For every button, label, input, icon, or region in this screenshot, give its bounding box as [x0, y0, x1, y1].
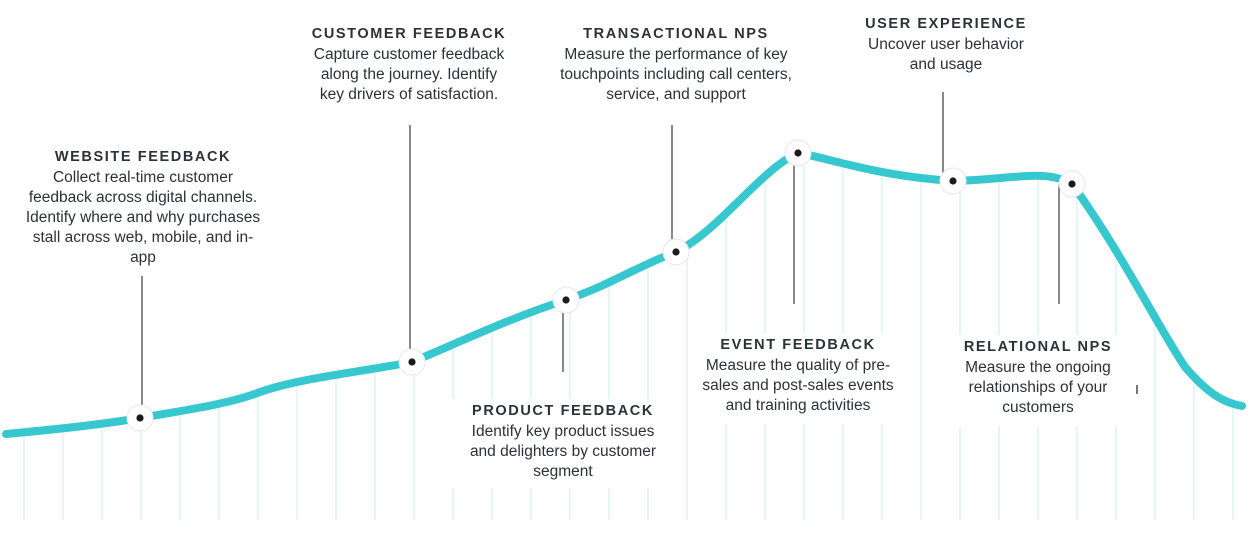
stage-title: TRANSACTIONAL NPS	[583, 26, 769, 42]
journey-node	[1058, 170, 1086, 198]
stage-description: Capture customer feedback along the jour…	[313, 46, 505, 103]
stage-website-feedback: WEBSITE FEEDBACK Collect real-time custo…	[12, 147, 274, 268]
journey-node	[126, 404, 154, 432]
nodes	[126, 139, 1086, 432]
stage-event-feedback: EVENT FEEDBACK Measure the quality of pr…	[688, 333, 908, 424]
node-dot	[949, 177, 957, 185]
stage-description: Measure the quality of pre- sales and po…	[702, 357, 894, 414]
stage-relational-nps: RELATIONAL NPS Measure the ongoing relat…	[942, 335, 1134, 426]
journey-node	[552, 286, 580, 314]
stage-title: PRODUCT FEEDBACK	[472, 403, 654, 419]
stage-user-experience: USER EXPERIENCE Uncover user behavior an…	[846, 14, 1046, 75]
stage-description: Identify key product issues and delighte…	[469, 423, 657, 480]
stage-title: EVENT FEEDBACK	[720, 337, 876, 353]
stage-description: Uncover user behavior and usage	[868, 36, 1024, 73]
node-dot	[672, 248, 680, 256]
stage-title: WEBSITE FEEDBACK	[54, 149, 232, 165]
node-dot	[794, 149, 802, 157]
stage-title: USER EXPERIENCE	[865, 16, 1027, 32]
journey-node	[398, 348, 426, 376]
journey-node	[784, 139, 812, 167]
stage-customer-feedback: CUSTOMER FEEDBACK Capture customer feedb…	[298, 24, 520, 105]
leader-lines	[141, 92, 1138, 418]
stage-transactional-nps: TRANSACTIONAL NPS Measure the performanc…	[540, 24, 812, 105]
node-dot	[408, 358, 416, 366]
stage-product-feedback: PRODUCT FEEDBACK Identify key product is…	[452, 399, 674, 488]
journey-node	[662, 238, 690, 266]
stage-description: Measure the ongoing relationships of you…	[965, 359, 1111, 416]
stage-description: Collect real-time customer feedback acro…	[25, 169, 261, 266]
stage-title: RELATIONAL NPS	[963, 339, 1113, 355]
stage-description: Measure the performance of key touchpoin…	[560, 46, 792, 103]
journey-node	[939, 167, 967, 195]
node-dot	[562, 296, 570, 304]
stage-title: CUSTOMER FEEDBACK	[311, 26, 507, 42]
node-dot	[136, 414, 144, 422]
node-dot	[1068, 180, 1076, 188]
